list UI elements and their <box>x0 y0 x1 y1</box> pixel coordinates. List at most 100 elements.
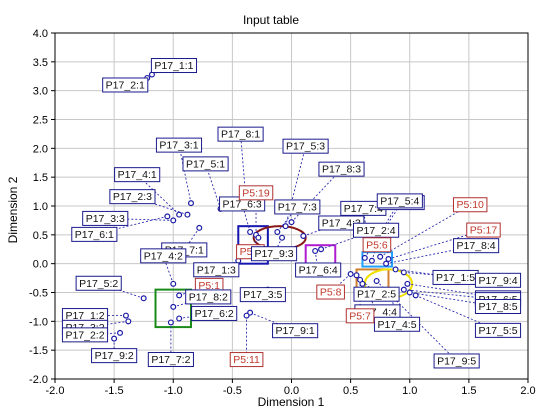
point-label: P17_8:4 <box>453 238 500 254</box>
point-label-text: P17_7:3 <box>278 201 317 213</box>
point-label-box <box>155 137 203 153</box>
data-point <box>196 224 203 231</box>
data-point <box>140 295 147 302</box>
plot-frame <box>54 32 529 380</box>
data-point <box>117 329 124 336</box>
data-point <box>274 228 281 235</box>
y-axis-title: Dimension 2 <box>6 176 20 243</box>
data-point <box>170 303 177 310</box>
point-label: P17_9:3 <box>250 246 298 262</box>
point-label-text: P17_6:2 <box>195 308 234 320</box>
point-label-box <box>474 299 522 314</box>
point-label: P5:10 <box>452 197 488 213</box>
point-label-text: P5:17 <box>470 225 498 237</box>
y-tick-label: -2.0 <box>29 374 48 386</box>
point-label-box <box>191 305 238 321</box>
point-label: P17_8:5 <box>474 299 522 314</box>
point-label-text: P17_6:4 <box>299 264 338 276</box>
point-label-box <box>353 286 400 302</box>
point-label-text: P17_4:3 <box>322 217 361 229</box>
data-point <box>404 280 411 287</box>
data-point <box>353 272 360 279</box>
data-point <box>125 318 132 325</box>
data-point <box>111 335 118 342</box>
point-label: P17_9:4 <box>474 272 522 288</box>
point-label: P17_4:1 <box>114 167 161 183</box>
point-label-box <box>272 323 319 339</box>
point-label-text: P17_9:4 <box>478 275 517 287</box>
point-label-text: P17_2:2 <box>65 329 104 341</box>
point-label-text: P17_7:4 <box>344 203 383 215</box>
point-label: P17_1:3 <box>193 262 240 278</box>
data-point <box>122 312 129 319</box>
point-label-box <box>238 185 274 201</box>
point-label: P17_2:5 <box>353 286 400 302</box>
point-label-text: P17_7:2 <box>151 354 190 366</box>
x-tick-label: 0.0 <box>284 385 299 397</box>
point-label-text: P17_6:3 <box>223 198 262 210</box>
point-label-text: P5:1 <box>198 280 220 292</box>
point-label-text: P17_2:3 <box>113 191 152 203</box>
point-label: P17_2:2 <box>61 327 109 343</box>
point-label-box <box>466 222 501 238</box>
point-label-text: P17_2:1 <box>106 79 145 91</box>
point-label-box <box>453 238 500 254</box>
point-label-box <box>474 322 522 338</box>
point-label-box <box>82 210 129 226</box>
point-label: P17_6:2 <box>191 305 238 321</box>
point-label-text: P17_5:3 <box>286 141 325 153</box>
data-point <box>187 200 194 207</box>
leader-line <box>379 204 471 258</box>
point-label: P5:8 <box>316 284 345 300</box>
leader-line <box>179 284 210 296</box>
leader-line <box>276 206 298 233</box>
data-point <box>357 276 364 283</box>
point-label-box <box>61 327 109 343</box>
point-label: P17_9:1 <box>272 323 319 339</box>
point-label-text: P17_8:1 <box>221 129 260 141</box>
axis-ticks: -2.0 -1.5 -1.0 -0.5 0.0 0.5 1.0 1.5 2.0 -2.0 -1.5 -… <box>29 28 536 397</box>
point-label-box <box>109 189 156 205</box>
leader-line <box>330 273 351 293</box>
point-label: P5:17 <box>466 222 501 238</box>
point-label: P17_4:5 <box>373 316 421 332</box>
point-label-box <box>147 351 194 367</box>
point-label: P17_8:1 <box>217 126 264 142</box>
point-label-text: P5:11 <box>233 354 260 366</box>
y-tick-label: 2.5 <box>33 115 48 127</box>
data-point <box>318 246 325 253</box>
point-label-box <box>229 352 264 368</box>
point-label-box <box>150 58 198 74</box>
data-point <box>176 211 183 218</box>
point-label-text: P17_4:2 <box>144 250 183 262</box>
point-label: P17_5:5 <box>474 322 522 338</box>
point-label: P17_6:1 <box>71 226 118 242</box>
point-label: P5:6 <box>362 237 392 253</box>
data-point <box>368 257 375 264</box>
point-label: P17_3:3 <box>82 210 129 226</box>
point-label: P17_2:4 <box>353 222 400 238</box>
data-point <box>176 315 183 322</box>
point-label-box <box>250 246 298 262</box>
leader-line <box>409 292 499 307</box>
point-label-text: P17_1:1 <box>154 60 193 72</box>
point-label-text: P17_2:4 <box>357 225 396 237</box>
x-axis-title: Dimension 1 <box>258 395 325 409</box>
data-point <box>400 269 407 276</box>
highlight-box <box>154 288 192 329</box>
point-labels: P17_1:1 P17_2:1 P17_3:1 P17_4:1 P17_2:3 P17_3… <box>61 58 522 369</box>
leader-line <box>273 237 283 254</box>
point-label: P17_5:1 <box>182 156 229 172</box>
data-point <box>288 219 295 226</box>
point-label-text: P17_5:5 <box>478 325 517 337</box>
point-label-text: P5:7 <box>349 310 371 322</box>
point-label: P17_7:2 <box>147 351 194 367</box>
y-tick-label: 0.5 <box>33 230 48 242</box>
leader-line <box>178 145 192 204</box>
point-label: P17_5:3 <box>282 138 329 154</box>
point-label: P17_6:4 <box>295 262 342 278</box>
point-label-text: P17_4:1 <box>118 169 157 181</box>
point-label-text: P5:19 <box>242 187 270 199</box>
y-tick-label: -1.5 <box>29 345 48 357</box>
data-point <box>385 256 392 263</box>
